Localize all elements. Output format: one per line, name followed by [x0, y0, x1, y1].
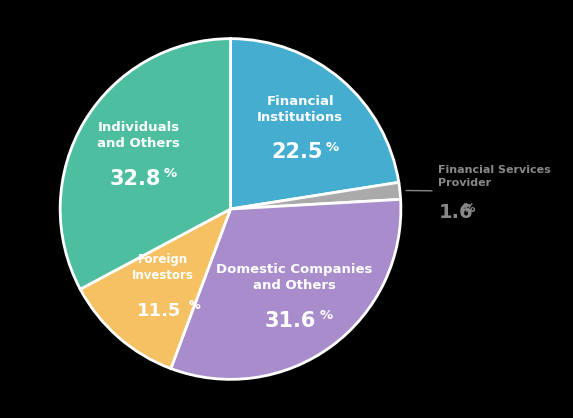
Wedge shape [60, 38, 230, 289]
Text: %: % [189, 299, 201, 312]
Text: %: % [320, 308, 333, 322]
Wedge shape [171, 199, 401, 380]
Wedge shape [230, 182, 401, 209]
Text: %: % [462, 202, 475, 215]
Text: Foreign
Investors: Foreign Investors [132, 253, 194, 283]
Wedge shape [230, 38, 399, 209]
Text: %: % [164, 167, 177, 180]
Text: %: % [325, 140, 339, 153]
Text: 31.6: 31.6 [265, 311, 316, 331]
Wedge shape [80, 209, 230, 369]
Text: 32.8: 32.8 [109, 169, 160, 189]
Text: Financial Services
Provider: Financial Services Provider [438, 165, 551, 188]
Text: Financial
Institutions: Financial Institutions [257, 95, 343, 124]
Text: Domestic Companies
and Others: Domestic Companies and Others [216, 263, 372, 292]
Text: 11.5: 11.5 [138, 302, 182, 320]
Text: 1.6: 1.6 [438, 203, 473, 222]
Text: Individuals
and Others: Individuals and Others [97, 121, 180, 150]
Text: 22.5: 22.5 [271, 143, 323, 163]
